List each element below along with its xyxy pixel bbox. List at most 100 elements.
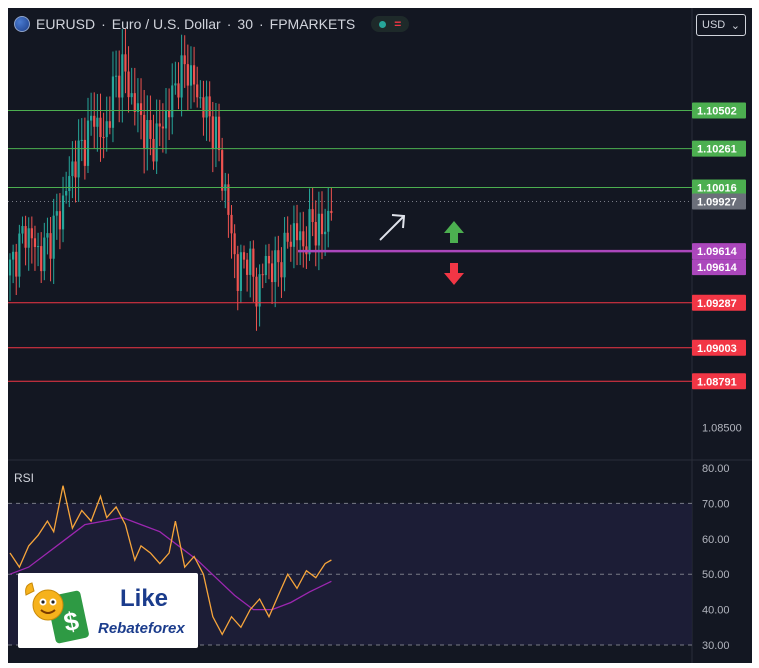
candle-body	[86, 120, 90, 166]
candle-body	[149, 120, 152, 139]
candle-body	[168, 110, 171, 118]
price-level-label: 1.09003	[697, 343, 737, 355]
candle-body	[258, 274, 261, 307]
candle-body	[158, 123, 161, 127]
candle-body	[180, 55, 183, 98]
candle-body	[289, 241, 292, 247]
price-level-label-bg	[692, 339, 746, 356]
candle-body	[108, 121, 111, 128]
candle-body	[139, 103, 143, 115]
candle-body	[161, 126, 164, 129]
price-level-label-bg	[692, 193, 746, 210]
svg-text:$: $	[61, 605, 82, 637]
candle-body	[227, 184, 230, 215]
price-level-label-bg	[692, 179, 746, 196]
candle-body	[61, 195, 65, 230]
rsi-axis-tick-label: 60.00	[702, 534, 730, 546]
candle-body	[136, 103, 140, 112]
candle-body	[221, 150, 224, 191]
candle-body	[33, 238, 37, 248]
price-level-label: 1.10261	[697, 144, 737, 156]
candle-body	[236, 254, 239, 291]
price-level-label: 1.08791	[697, 376, 737, 388]
symbol-name: EURUSD	[36, 16, 96, 32]
candle-body	[114, 75, 118, 77]
candle-body	[277, 250, 280, 263]
candle-body	[217, 116, 221, 151]
candle-body	[43, 237, 46, 272]
candle-body	[280, 262, 283, 278]
rsi-ma-line	[9, 516, 332, 611]
price-level-label: 1.10016	[697, 182, 737, 194]
price-level-label: 1.09614	[697, 246, 738, 258]
chevron-down-icon: ⌄	[730, 19, 740, 32]
candle-body	[40, 246, 43, 272]
candle-body	[327, 210, 330, 232]
price-level-label-bg	[692, 140, 746, 157]
down-arrow-icon	[444, 263, 464, 285]
symbol-description: Euro / U.S. Dollar	[111, 16, 221, 32]
candle-body	[286, 232, 289, 242]
candle-body	[49, 233, 52, 259]
candle-body	[65, 191, 68, 196]
likerebateforex-logo: $ Like Rebateforex	[18, 573, 198, 648]
equals-icon: =	[394, 17, 402, 31]
candle-body	[105, 121, 108, 138]
header-separator: ·	[258, 16, 264, 32]
candle-body	[74, 161, 77, 178]
candle-body	[214, 116, 218, 149]
candle-body	[171, 85, 174, 118]
candle-body	[30, 228, 33, 239]
thumbs-up-mascot-icon: $	[25, 582, 89, 644]
market-open-dot-icon	[379, 20, 387, 28]
rsi-panel-label: RSI	[14, 471, 35, 485]
exchange: FPMARKETS	[269, 16, 356, 32]
candle-body	[164, 110, 168, 129]
price-level-label-bg	[692, 373, 746, 390]
chart-canvas[interactable]: 1.110001.085001.105021.102611.100161.099…	[8, 8, 752, 663]
currency-select[interactable]: USD ⌄	[696, 14, 746, 36]
candle-body	[99, 117, 102, 138]
candles	[8, 29, 333, 331]
candle-body	[252, 248, 255, 277]
candle-body	[130, 93, 133, 98]
candle-body	[186, 64, 189, 86]
candle-body	[46, 233, 49, 238]
candle-body	[233, 233, 236, 255]
candle-body	[15, 251, 18, 277]
candle-body	[230, 214, 233, 234]
candle-body	[133, 93, 136, 112]
price-level-label-bg	[692, 259, 746, 276]
candle-body	[295, 223, 299, 241]
market-status-pill[interactable]: =	[371, 16, 410, 32]
candle-body	[68, 176, 71, 192]
candle-body	[211, 116, 214, 149]
candle-body	[183, 55, 186, 65]
candle-body	[299, 231, 302, 241]
candle-body	[264, 256, 267, 276]
candle-body	[55, 211, 58, 216]
candle-body	[8, 259, 12, 276]
candle-body	[192, 65, 196, 85]
candle-body	[36, 246, 40, 248]
currency-select-label: USD	[702, 19, 726, 31]
candle-body	[90, 115, 93, 121]
candle-body	[121, 54, 124, 98]
candle-body	[152, 138, 155, 162]
candle-body	[127, 71, 130, 98]
candle-body	[146, 120, 149, 149]
symbol-header[interactable]: EURUSD · Euro / U.S. Dollar · 30 · FPMAR…	[14, 16, 410, 32]
candle-body	[292, 223, 296, 247]
candle-body	[52, 215, 55, 259]
candle-body	[314, 221, 317, 246]
chart-frame: 1.110001.085001.105021.102611.100161.099…	[8, 8, 752, 663]
candle-body	[302, 231, 305, 247]
candle-body	[71, 161, 74, 177]
candle-body	[102, 137, 105, 139]
candle-body	[249, 248, 252, 275]
candle-body	[12, 251, 15, 260]
candle-body	[267, 256, 271, 264]
price-level-label-bg	[692, 243, 746, 260]
candle-body	[308, 209, 311, 255]
candle-body	[205, 96, 208, 118]
